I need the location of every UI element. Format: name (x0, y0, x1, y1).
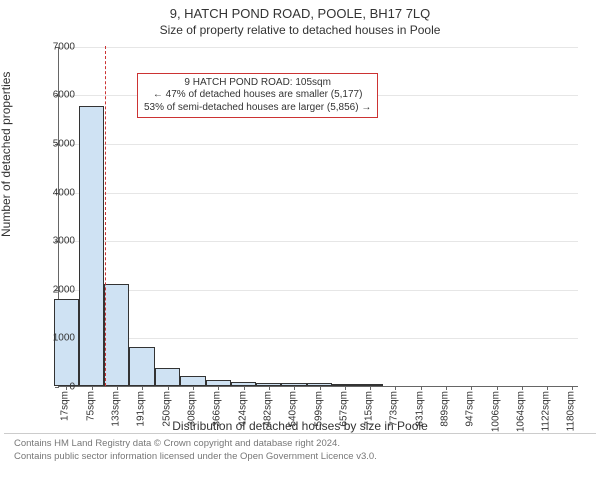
chart-container: Number of detached properties 9 HATCH PO… (0, 41, 600, 433)
footer-line-1: Contains HM Land Registry data © Crown c… (14, 438, 586, 451)
x-tick-mark (269, 386, 270, 390)
annotation-box: 9 HATCH POND ROAD: 105sqm← 47% of detach… (137, 73, 378, 119)
x-tick-mark (345, 386, 346, 390)
y-tick-label: 6000 (35, 90, 75, 101)
x-tick-mark (522, 386, 523, 390)
annotation-line: ← 47% of detached houses are smaller (5,… (144, 89, 371, 102)
page-subtitle: Size of property relative to detached ho… (0, 23, 600, 41)
x-tick-mark (294, 386, 295, 390)
histogram-bar (79, 106, 104, 386)
grid-line (59, 47, 578, 48)
grid-line (59, 241, 578, 242)
x-tick-mark (168, 386, 169, 390)
y-tick-label: 1000 (35, 333, 75, 344)
x-tick-mark (471, 386, 472, 390)
histogram-bar (155, 368, 180, 385)
y-tick-label: 4000 (35, 187, 75, 198)
x-tick-mark (320, 386, 321, 390)
y-axis-label: Number of detached properties (0, 71, 13, 236)
y-tick-label: 5000 (35, 139, 75, 150)
x-tick-mark (142, 386, 143, 390)
histogram-bar (104, 284, 129, 386)
x-tick-mark (497, 386, 498, 390)
x-tick-mark (218, 386, 219, 390)
grid-line (59, 290, 578, 291)
x-tick-mark (117, 386, 118, 390)
annotation-line: 9 HATCH POND ROAD: 105sqm (144, 77, 371, 90)
x-tick-mark (572, 386, 573, 390)
property-marker-line (105, 46, 106, 386)
y-tick-label: 2000 (35, 284, 75, 295)
x-tick-mark (547, 386, 548, 390)
grid-line (59, 193, 578, 194)
histogram-bar (129, 347, 154, 386)
x-tick-mark (421, 386, 422, 390)
annotation-line: 53% of semi-detached houses are larger (… (144, 102, 371, 115)
histogram-bar (180, 376, 205, 386)
x-tick-mark (92, 386, 93, 390)
grid-line (59, 338, 578, 339)
x-tick-label: 75sqm (85, 391, 96, 421)
x-axis-label: Distribution of detached houses by size … (0, 419, 600, 433)
x-tick-mark (193, 386, 194, 390)
footer-line-2: Contains public sector information licen… (14, 451, 586, 464)
x-tick-mark (395, 386, 396, 390)
y-tick-label: 3000 (35, 236, 75, 247)
x-tick-mark (370, 386, 371, 390)
grid-line (59, 144, 578, 145)
x-tick-mark (446, 386, 447, 390)
footer-attribution: Contains HM Land Registry data © Crown c… (4, 433, 596, 464)
x-tick-label: 17sqm (60, 391, 71, 421)
page-title: 9, HATCH POND ROAD, POOLE, BH17 7LQ (0, 0, 600, 23)
y-tick-label: 7000 (35, 41, 75, 52)
x-tick-mark (244, 386, 245, 390)
plot-area: 9 HATCH POND ROAD: 105sqm← 47% of detach… (58, 47, 578, 387)
